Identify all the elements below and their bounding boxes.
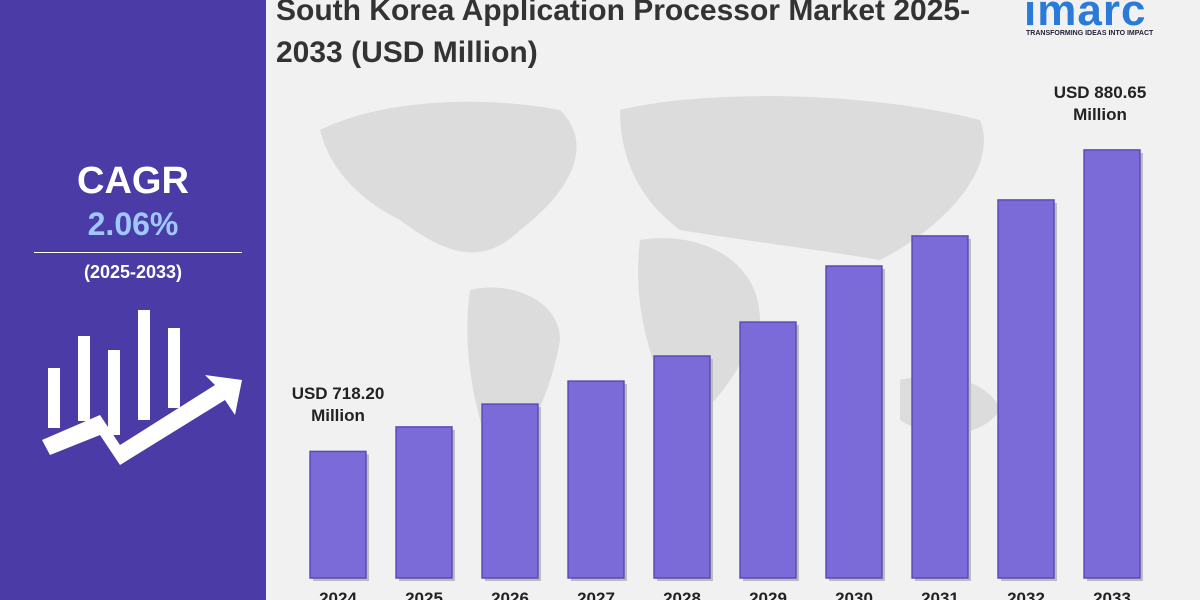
x-tick-label: 2026	[491, 589, 529, 600]
x-tick-label: 2031	[921, 589, 959, 600]
cagr-label: CAGR	[77, 160, 189, 202]
bar	[1083, 149, 1141, 579]
side-panel: CAGR 2.06% (2025-2033)	[0, 0, 266, 600]
bar	[739, 321, 797, 579]
bar	[309, 450, 367, 579]
x-tick-label: 2033	[1093, 589, 1131, 600]
bar	[653, 355, 711, 579]
tagline: TRANSFORMING IDEAS INTO IMPACT	[1026, 30, 1154, 37]
value-label: USD 718.20 Million	[291, 384, 385, 426]
bar	[567, 380, 625, 579]
bar	[825, 265, 883, 579]
x-tick-label: 2025	[405, 589, 443, 600]
chart-title: South Korea Application Processor Market…	[276, 0, 971, 69]
divider	[34, 252, 242, 253]
x-tick-label: 2024	[319, 589, 357, 600]
bar	[997, 199, 1055, 579]
growth-icon	[42, 310, 242, 465]
value-label: USD 880.65 Million	[1053, 82, 1147, 124]
x-tick-label: 2032	[1007, 589, 1045, 600]
cagr-period: (2025-2033)	[83, 262, 183, 282]
bar	[395, 426, 453, 579]
x-tick-label: 2030	[835, 589, 873, 600]
logo: imarc	[1024, 0, 1147, 35]
x-tick-label: 2027	[577, 589, 615, 600]
x-tick-label: 2029	[749, 589, 787, 600]
bar	[911, 235, 969, 579]
cagr-value: 2.06%	[87, 206, 179, 242]
x-tick-label: 2028	[663, 589, 701, 600]
bar	[481, 403, 539, 579]
